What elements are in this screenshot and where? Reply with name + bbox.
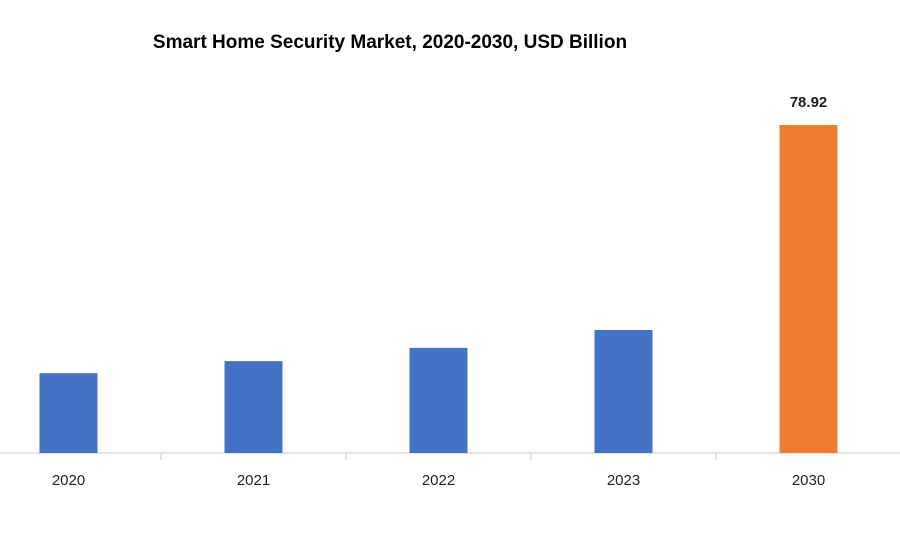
value-label: 78.92	[790, 94, 828, 111]
x-tick-label: 2023	[607, 472, 640, 489]
bar	[779, 125, 838, 453]
bar	[39, 373, 98, 453]
bar	[594, 329, 653, 453]
bar	[409, 347, 468, 453]
x-tick-label: 2030	[792, 472, 825, 489]
x-tick-label: 2022	[422, 472, 455, 489]
chart-title: Smart Home Security Market, 2020-2030, U…	[153, 32, 627, 53]
x-tick-label: 2020	[52, 472, 85, 489]
x-tick-label: 2021	[237, 472, 270, 489]
bar	[224, 361, 283, 453]
